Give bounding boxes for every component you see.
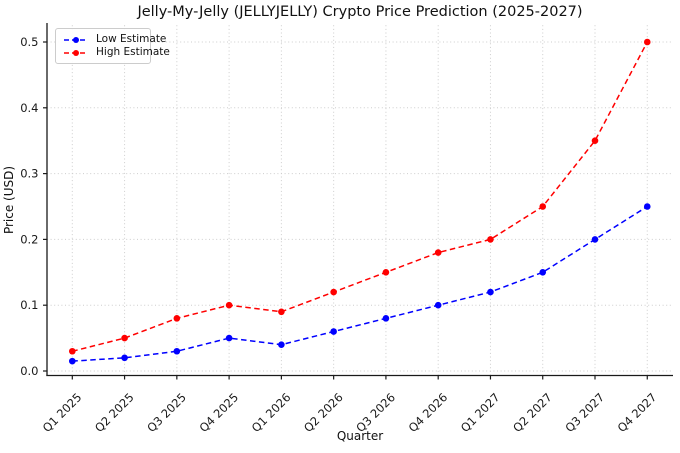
legend-label-high: High Estimate <box>96 46 170 59</box>
data-point-low <box>643 203 651 210</box>
data-point-high <box>278 308 285 316</box>
data-point-low <box>434 301 442 309</box>
series-line-high <box>72 41 648 352</box>
data-point-high <box>225 301 233 309</box>
y-tick-label: 0.0 <box>20 364 38 378</box>
data-point-high <box>121 334 128 342</box>
y-axis-label: Price (USD) <box>2 165 16 235</box>
data-point-high <box>173 315 181 322</box>
legend: Low Estimate High Estimate <box>55 28 170 64</box>
legend-line-sample-high <box>64 49 88 56</box>
data-point-low <box>539 269 547 276</box>
legend-item-low-estimate: Low Estimate <box>63 33 166 46</box>
x-axis-label: Quarter <box>336 429 384 443</box>
data-point-low <box>591 236 599 243</box>
data-point-high <box>330 288 337 296</box>
data-point-high <box>591 137 599 144</box>
data-point-high <box>434 249 442 256</box>
data-point-low <box>330 328 337 335</box>
data-point-low <box>278 341 285 348</box>
data-point-low <box>69 357 76 365</box>
data-point-low <box>173 347 181 355</box>
y-tick-label: 0.2 <box>20 232 38 246</box>
data-point-high <box>643 38 651 46</box>
data-point-low <box>225 334 233 342</box>
data-point-low <box>382 315 390 322</box>
data-point-high <box>69 347 76 355</box>
data-point-low <box>487 288 494 296</box>
y-tick-label: 0.1 <box>20 298 38 312</box>
data-point-high <box>382 269 390 276</box>
data-point-high <box>539 203 547 210</box>
data-point-high <box>487 236 494 243</box>
legend-label-low: Low Estimate <box>96 33 167 46</box>
chart-title: Jelly-My-Jelly (JELLYJELLY) Crypto Price… <box>137 4 583 20</box>
y-tick-label: 0.3 <box>20 167 38 181</box>
legend-line-sample-low <box>64 36 88 43</box>
y-tick-label: 0.4 <box>20 101 38 115</box>
y-tick-label: 0.5 <box>20 35 38 49</box>
series-line-low <box>72 205 648 362</box>
data-point-low <box>121 354 128 362</box>
legend-item-high-estimate: High Estimate <box>63 46 170 59</box>
